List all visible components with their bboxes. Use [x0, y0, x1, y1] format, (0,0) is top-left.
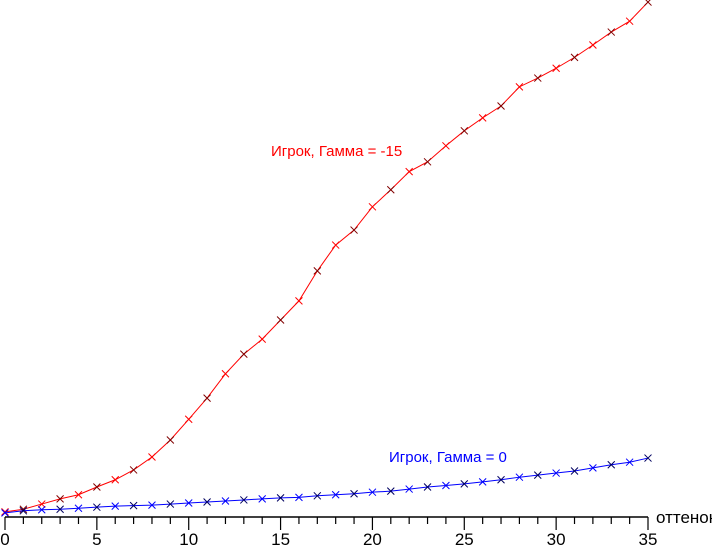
data-point-marker — [423, 483, 432, 491]
data-point-marker — [478, 114, 487, 122]
data-point-marker — [350, 489, 358, 498]
data-point-marker — [552, 64, 560, 73]
data-point-marker — [184, 415, 193, 424]
data-point-marker — [405, 167, 414, 176]
data-point-marker — [37, 500, 46, 508]
data-point-marker — [423, 157, 432, 166]
data-point-marker — [129, 501, 138, 510]
data-point-marker — [386, 487, 395, 496]
data-point-marker — [295, 493, 303, 502]
data-point-marker — [497, 102, 505, 110]
data-point-marker — [203, 498, 211, 506]
data-point-marker — [313, 491, 322, 500]
data-point-marker — [111, 475, 120, 484]
x-tick-label: 10 — [179, 530, 198, 545]
data-point-marker — [607, 28, 616, 36]
data-point-marker — [442, 481, 450, 490]
data-point-marker — [111, 502, 120, 510]
data-point-marker — [331, 241, 340, 249]
data-point-marker — [625, 17, 634, 26]
data-point-marker — [93, 503, 101, 512]
x-tick-label: 25 — [455, 530, 474, 545]
x-tick-label: 5 — [92, 530, 101, 545]
data-point-marker — [405, 485, 414, 493]
data-point-marker — [607, 460, 616, 469]
data-point-marker — [313, 267, 322, 275]
data-point-marker — [166, 500, 175, 508]
data-point-marker — [56, 505, 64, 514]
data-point-marker — [74, 490, 83, 499]
data-point-marker — [276, 316, 285, 324]
data-point-marker — [74, 504, 83, 513]
data-point-marker — [533, 471, 542, 479]
data-point-marker — [497, 475, 505, 484]
data-point-marker — [129, 466, 138, 474]
data-point-marker — [203, 394, 211, 402]
x-tick-label: 0 — [0, 530, 9, 545]
data-point-marker — [368, 488, 377, 497]
series-line — [4, 457, 649, 514]
data-point-marker — [221, 497, 230, 505]
x-tick-label: 15 — [271, 530, 290, 545]
data-point-marker — [350, 226, 358, 234]
data-point-marker — [552, 469, 560, 477]
data-point-marker — [644, 0, 652, 6]
data-point-marker — [478, 477, 487, 486]
data-point-marker — [239, 496, 248, 504]
data-point-marker — [1, 507, 9, 516]
data-point-marker — [166, 436, 175, 444]
data-point-marker — [460, 480, 469, 488]
data-point-marker — [589, 464, 597, 472]
series-label-gamma-minus15: Игрок, Гамма = -15 — [271, 143, 402, 160]
x-axis-label: оттенок — [656, 508, 712, 527]
data-point-marker — [19, 506, 28, 515]
data-point-marker — [644, 454, 652, 462]
data-point-marker — [184, 499, 193, 507]
data-point-marker — [460, 126, 469, 135]
data-point-marker — [19, 505, 28, 514]
series-0 — [1, 0, 652, 516]
x-tick-label: 20 — [363, 530, 382, 545]
data-point-marker — [570, 467, 579, 475]
data-point-marker — [258, 495, 267, 503]
data-point-marker — [221, 369, 230, 378]
data-point-marker — [295, 297, 303, 305]
data-point-marker — [368, 202, 377, 211]
data-point-marker — [56, 495, 64, 503]
series-line — [4, 1, 649, 513]
data-point-marker — [442, 141, 450, 150]
data-point-marker — [589, 41, 597, 49]
data-point-marker — [276, 494, 285, 502]
x-tick-label: 30 — [547, 530, 566, 545]
data-point-marker — [239, 350, 248, 358]
data-point-marker — [625, 458, 634, 467]
data-point-marker — [37, 505, 46, 514]
data-point-marker — [386, 185, 395, 194]
data-point-marker — [148, 501, 156, 509]
data-point-marker — [515, 83, 524, 91]
data-point-marker — [533, 74, 542, 82]
data-point-marker — [1, 509, 9, 517]
data-point-marker — [93, 483, 101, 491]
x-tick-label: 35 — [639, 530, 658, 545]
series-1 — [1, 454, 652, 517]
series-label-gamma-0: Игрок, Гамма = 0 — [389, 449, 507, 466]
data-point-marker — [331, 490, 340, 499]
data-point-marker — [570, 53, 579, 62]
data-point-marker — [148, 453, 156, 461]
data-point-marker — [515, 473, 524, 482]
data-point-marker — [258, 335, 267, 344]
